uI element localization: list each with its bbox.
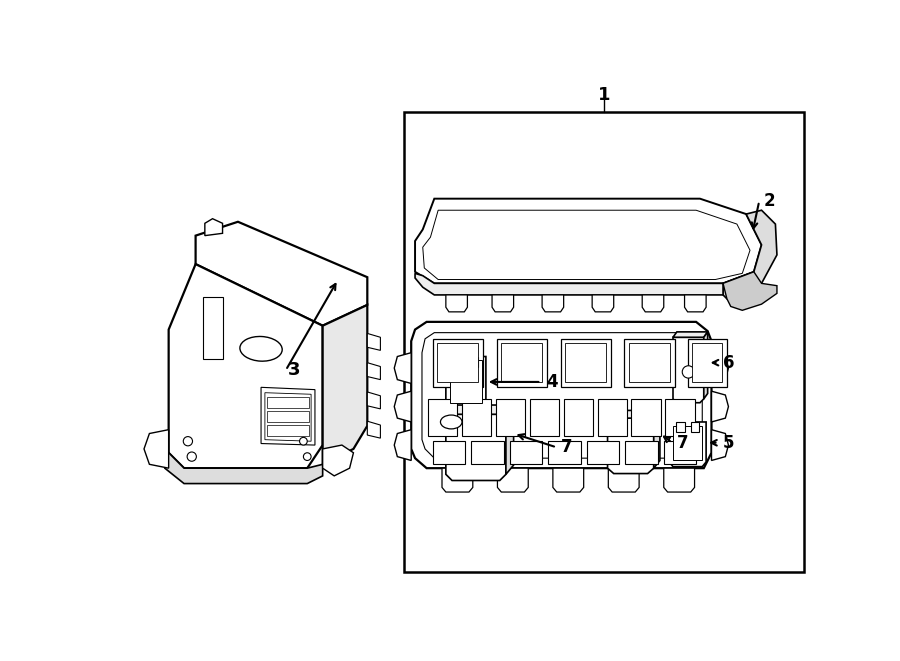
Polygon shape bbox=[497, 339, 546, 387]
Circle shape bbox=[187, 452, 196, 461]
Polygon shape bbox=[454, 356, 463, 368]
Polygon shape bbox=[625, 339, 674, 387]
Text: 7: 7 bbox=[677, 434, 688, 451]
Ellipse shape bbox=[440, 415, 462, 429]
Polygon shape bbox=[598, 399, 626, 436]
Polygon shape bbox=[673, 426, 702, 461]
Polygon shape bbox=[442, 468, 472, 492]
Polygon shape bbox=[723, 272, 777, 310]
Circle shape bbox=[303, 453, 311, 461]
Polygon shape bbox=[548, 442, 580, 464]
Polygon shape bbox=[367, 421, 381, 438]
Polygon shape bbox=[688, 339, 727, 387]
Polygon shape bbox=[437, 344, 478, 382]
Polygon shape bbox=[205, 219, 222, 235]
Polygon shape bbox=[428, 399, 457, 436]
Polygon shape bbox=[367, 333, 381, 350]
Polygon shape bbox=[592, 295, 614, 312]
Circle shape bbox=[184, 437, 193, 446]
Polygon shape bbox=[165, 453, 322, 484]
Polygon shape bbox=[267, 425, 309, 436]
Polygon shape bbox=[144, 430, 168, 468]
Text: 5: 5 bbox=[723, 434, 734, 451]
Circle shape bbox=[300, 438, 307, 445]
Polygon shape bbox=[422, 332, 702, 458]
Polygon shape bbox=[565, 344, 606, 382]
Polygon shape bbox=[446, 414, 506, 481]
Polygon shape bbox=[629, 344, 670, 382]
Polygon shape bbox=[492, 295, 514, 312]
Polygon shape bbox=[462, 399, 491, 436]
Polygon shape bbox=[530, 399, 559, 436]
Polygon shape bbox=[267, 397, 309, 408]
Polygon shape bbox=[664, 442, 696, 464]
Polygon shape bbox=[673, 337, 704, 403]
Polygon shape bbox=[415, 199, 761, 284]
Polygon shape bbox=[265, 393, 311, 442]
Polygon shape bbox=[608, 468, 639, 492]
Polygon shape bbox=[509, 442, 542, 464]
Polygon shape bbox=[267, 411, 309, 422]
Polygon shape bbox=[394, 353, 411, 383]
Polygon shape bbox=[394, 391, 411, 422]
Polygon shape bbox=[643, 295, 664, 312]
Circle shape bbox=[682, 366, 695, 378]
Polygon shape bbox=[561, 339, 610, 387]
Text: 6: 6 bbox=[723, 354, 734, 371]
Polygon shape bbox=[501, 344, 542, 382]
Polygon shape bbox=[367, 363, 381, 379]
Text: 1: 1 bbox=[598, 86, 610, 104]
Polygon shape bbox=[665, 399, 695, 436]
Polygon shape bbox=[446, 295, 467, 312]
Polygon shape bbox=[322, 445, 354, 476]
Polygon shape bbox=[626, 442, 658, 464]
Polygon shape bbox=[608, 418, 653, 473]
Text: 7: 7 bbox=[562, 438, 573, 456]
Polygon shape bbox=[322, 305, 367, 464]
Text: 3: 3 bbox=[288, 362, 301, 379]
Polygon shape bbox=[472, 442, 504, 464]
Polygon shape bbox=[446, 356, 486, 409]
Polygon shape bbox=[403, 112, 804, 572]
Polygon shape bbox=[712, 430, 728, 461]
Polygon shape bbox=[433, 339, 482, 387]
Polygon shape bbox=[168, 264, 322, 468]
Polygon shape bbox=[685, 295, 706, 312]
Polygon shape bbox=[587, 442, 619, 464]
Polygon shape bbox=[704, 332, 707, 399]
Polygon shape bbox=[673, 332, 707, 337]
Polygon shape bbox=[450, 360, 482, 403]
Polygon shape bbox=[469, 356, 478, 368]
Polygon shape bbox=[506, 405, 514, 475]
Polygon shape bbox=[653, 410, 660, 468]
Polygon shape bbox=[723, 210, 777, 299]
Text: 4: 4 bbox=[546, 373, 558, 391]
Polygon shape bbox=[446, 405, 514, 414]
Polygon shape bbox=[367, 392, 381, 409]
Polygon shape bbox=[203, 297, 222, 359]
Text: 2: 2 bbox=[764, 192, 776, 210]
Polygon shape bbox=[690, 422, 699, 432]
Polygon shape bbox=[669, 422, 707, 467]
Polygon shape bbox=[664, 468, 695, 492]
Polygon shape bbox=[632, 399, 661, 436]
Polygon shape bbox=[712, 391, 728, 422]
Polygon shape bbox=[692, 344, 723, 382]
Polygon shape bbox=[553, 468, 584, 492]
Polygon shape bbox=[423, 210, 750, 280]
Ellipse shape bbox=[240, 336, 283, 361]
Polygon shape bbox=[542, 295, 563, 312]
Polygon shape bbox=[563, 399, 593, 436]
Polygon shape bbox=[411, 322, 712, 468]
Polygon shape bbox=[261, 387, 315, 445]
Polygon shape bbox=[195, 222, 367, 326]
Polygon shape bbox=[394, 430, 411, 461]
Polygon shape bbox=[496, 399, 526, 436]
Polygon shape bbox=[608, 410, 660, 418]
Polygon shape bbox=[712, 353, 728, 383]
Polygon shape bbox=[676, 422, 685, 432]
Polygon shape bbox=[498, 468, 528, 492]
Polygon shape bbox=[433, 442, 465, 464]
Polygon shape bbox=[415, 274, 723, 295]
